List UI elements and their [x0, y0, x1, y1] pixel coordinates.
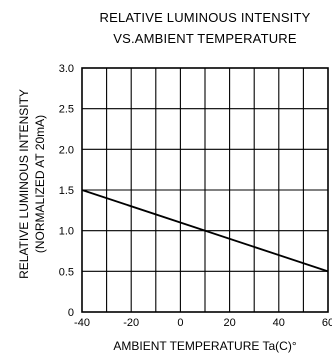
chart-title: RELATIVE LUMINOUS INTENSITY: [99, 10, 311, 25]
x-tick-label: -40: [74, 317, 90, 329]
plot-frame: [81, 67, 329, 313]
x-tick-label: 0: [177, 317, 183, 329]
y-tick-label: 0: [68, 307, 74, 319]
y-tick-label: 1.5: [59, 185, 74, 197]
x-tick-label: 60: [322, 317, 332, 329]
y-tick-label: 2.5: [59, 104, 74, 116]
grid-lines: [82, 68, 328, 312]
series-line: [81, 189, 329, 273]
y-tick-label: 1.0: [59, 226, 74, 238]
chart-subtitle: VS.AMBIENT TEMPERATURE: [113, 31, 297, 46]
y-tick-labels: 0 0.5 1.0 1.5 2.0 2.5 3.0: [59, 63, 74, 319]
y-tick-label: 0.5: [59, 266, 74, 278]
x-tick-label: -20: [123, 317, 139, 329]
x-tick-label: 20: [223, 317, 235, 329]
y-tick-label: 2.0: [59, 144, 74, 156]
y-tick-label: 3.0: [59, 63, 74, 75]
series-lines: [81, 189, 329, 273]
x-tick-labels: -40 -20 0 20 40 60: [74, 317, 332, 329]
x-axis-label: AMBIENT TEMPERATURE Ta(C)°: [113, 339, 297, 353]
x-tick-label: 40: [273, 317, 285, 329]
